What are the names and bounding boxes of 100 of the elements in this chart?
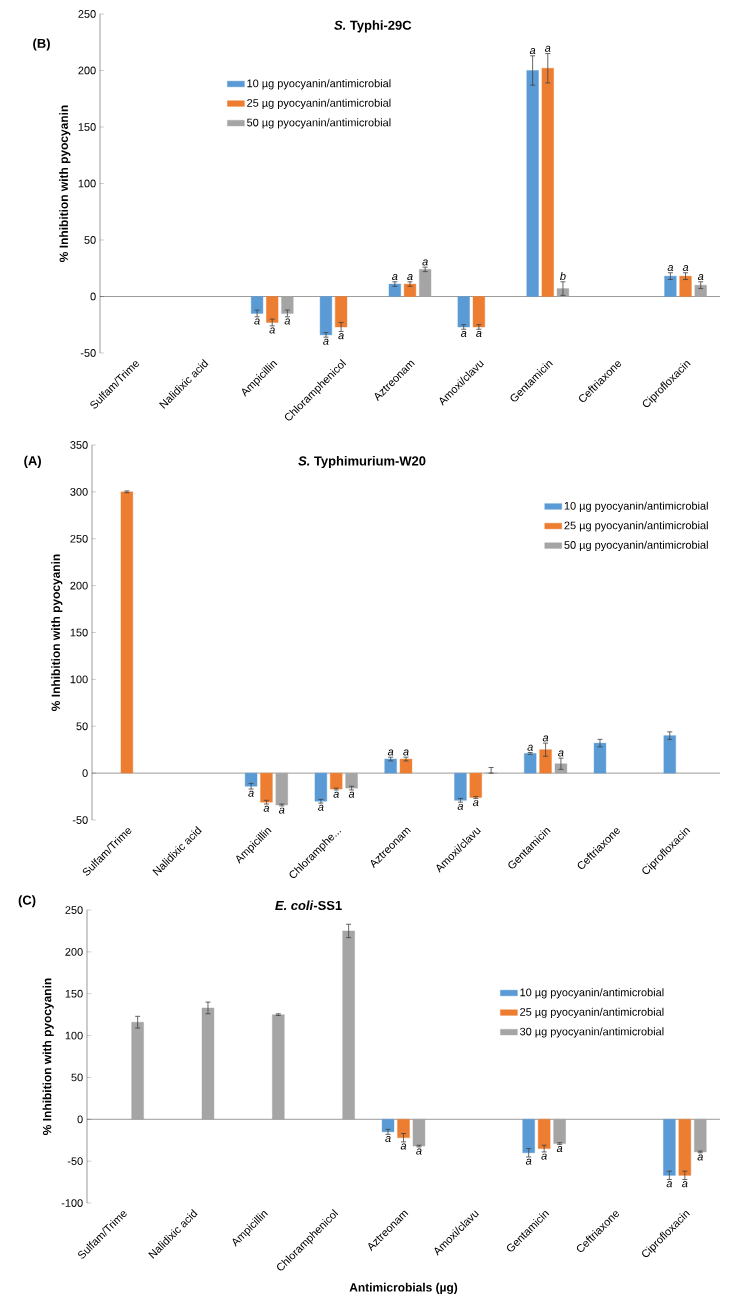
bar [201,1007,215,1120]
data-label: a [422,259,428,266]
data-label: a [666,1181,673,1188]
data-label: a [407,274,413,281]
chart-title: E. coli-SS1 [275,900,342,911]
data-label: a [476,330,482,337]
y-tick-label: 0 [77,1115,83,1124]
data-label: a [385,1136,391,1143]
data-label: a [269,327,275,334]
data-label: a [527,744,533,751]
data-label: a [460,330,467,337]
bar [244,772,258,787]
bar [275,772,288,806]
data-label: a [400,1143,407,1150]
bar [342,930,355,1120]
bar [319,296,333,336]
bar [457,296,470,328]
data-label: a [544,45,551,52]
bar [330,772,343,790]
y-tick-label: 350 [70,441,88,449]
bar [539,749,552,774]
data-label: a [525,1158,532,1165]
data-label: a [697,1154,703,1161]
bar [345,772,358,789]
bar [593,742,607,774]
bar [281,296,294,314]
data-label: b [560,272,566,281]
data-label: a [254,318,260,325]
data-label: a [279,807,285,814]
text: (B) [33,38,50,51]
data-label: a [333,791,339,798]
data-label: a [682,1181,688,1188]
bar [335,296,348,328]
bar [524,753,537,774]
y-axis-title: % Inhibition with pyocyanin [42,978,54,1135]
legend-label: 50 µg pyocyanin/antimicrobial [564,540,708,552]
y-tick-label: 150 [65,989,83,998]
bar [454,772,467,801]
legend-label: 25 µg pyocyanin/antimicrobial [564,521,708,532]
bar [384,758,397,774]
y-tick-label: -50 [67,1157,83,1166]
y-tick-label: 50 [76,722,88,731]
data-label: a [248,790,254,797]
legend-label: 10 µg pyocyanin/antimicrobial [520,988,664,999]
bar [541,68,554,297]
y-axis-title: % Inhibition with pyocyanin [51,554,63,711]
data-label: a [667,265,674,272]
bar [678,1119,692,1176]
data-label: a [403,749,409,756]
bar [663,1119,676,1176]
data-label: a [472,800,479,807]
data-label: a [387,749,394,756]
y-tick-label: 50 [84,236,96,244]
text: S. Typhimurium-W20 [298,455,426,469]
y-tick-label: 200 [70,581,88,590]
bar [537,1119,551,1149]
bar [526,70,539,297]
y-tick-label: 250 [65,906,83,914]
bar [469,772,482,798]
y-tick-label: 250 [70,534,88,543]
data-label: a [556,1146,563,1153]
data-label: a [323,338,329,345]
data-label: a [284,318,291,325]
data-label: a [348,791,355,798]
bar [131,1021,144,1120]
bar [251,296,264,314]
legend-label: 10 µg pyocyanin/antimicrobial [247,79,391,90]
y-tick-label: 250 [78,10,96,18]
data-label: a [542,735,549,742]
y-tick-label: 200 [78,66,96,75]
bar [694,284,707,297]
legend-label: 25 µg pyocyanin/antimicrobial [520,1007,664,1018]
bar [272,1014,285,1120]
bar [522,1119,535,1153]
chart-title: S. Typhi-29C [334,20,412,33]
y-tick-label: 300 [70,488,88,496]
y-tick-label: 50 [71,1073,83,1082]
legend-label: 30 µg pyocyanin/antimicrobial [520,1027,664,1038]
bar [397,1119,410,1138]
bar [419,269,432,297]
data-label: a [416,1148,422,1155]
y-tick-label: 100 [65,1031,83,1040]
bar [388,283,401,297]
bar [266,296,279,323]
data-label: a [318,804,324,811]
data-label: a [529,48,536,55]
data-label: a [558,750,564,757]
y-tick-label: 100 [78,179,96,188]
y-tick-label: -50 [80,349,96,357]
legend-label: 50 µg pyocyanin/antimicrobial [247,118,391,129]
data-label: a [263,805,270,812]
data-label: a [338,333,344,340]
bar [120,491,134,774]
y-tick-label: 150 [78,123,96,131]
legend-label: 10 µg pyocyanin/antimicrobial [564,501,708,512]
data-label: a [392,274,398,281]
text: (A) [24,455,41,468]
bar [664,275,677,297]
y-tick-label: -100 [61,1199,83,1207]
data-label: a [541,1153,547,1160]
